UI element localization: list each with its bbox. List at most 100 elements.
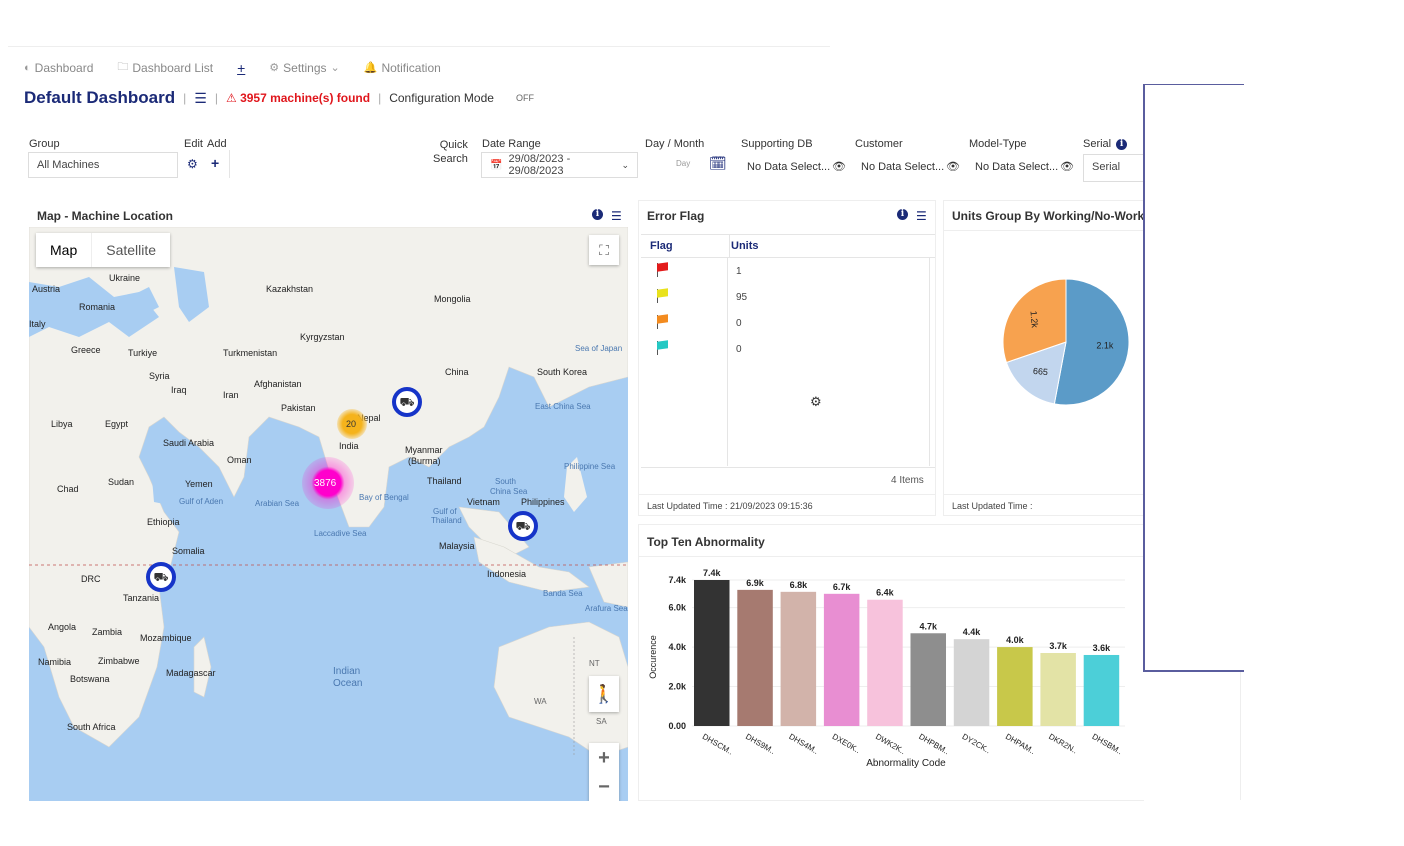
abnormality-bar-chart: 0.00 2.0k 4.0k 6.0k 7.4k 7.4k DHSCM.. 6.9k DHS9M…	[648, 568, 1125, 769]
column-divider	[727, 258, 728, 466]
top-divider	[8, 46, 830, 47]
bar-data-label: 6.9k	[746, 578, 765, 588]
date-range-input[interactable]: 📅 29/08/2023 - 29/08/2023 ⌄	[481, 152, 638, 178]
chevron-down-icon: ⌄	[330, 62, 340, 74]
add-plus-icon[interactable]: +	[211, 155, 220, 171]
pie-slice[interactable]	[1002, 278, 1067, 364]
machine-pin-icon[interactable]: ⛟	[146, 562, 176, 592]
y-tick-label: 7.4k	[668, 575, 687, 585]
info-icon[interactable]: i	[897, 209, 908, 220]
day-toggle[interactable]: Day	[676, 159, 691, 168]
folder-icon: 🗀	[117, 61, 129, 73]
col-units[interactable]: Units	[729, 234, 759, 258]
last-updated: Last Updated Time :	[952, 501, 1033, 511]
eye-icon[interactable]: 👁	[1060, 161, 1074, 173]
x-tick-label: DHSCM..	[701, 732, 735, 757]
gear-icon[interactable]: ⚙	[810, 394, 822, 409]
col-flag[interactable]: Flag	[650, 240, 673, 252]
eye-icon[interactable]: 👁	[946, 161, 960, 173]
zoom-control: + −	[589, 743, 619, 801]
x-tick-label: DY2CK..	[961, 732, 992, 755]
bar-data-label: 7.4k	[703, 568, 722, 578]
nav-dashboard[interactable]: ◐ Dashboard	[24, 60, 94, 75]
page-divider	[1240, 672, 1241, 800]
cluster-count-large: 3876	[314, 478, 337, 489]
bar[interactable]	[953, 639, 990, 726]
fullscreen-icon[interactable]: ⛶	[589, 235, 619, 265]
bar[interactable]	[1083, 654, 1120, 726]
bar[interactable]	[997, 647, 1033, 726]
chevron-down-icon: ⌄	[621, 159, 629, 170]
divider: |	[378, 91, 382, 105]
calendar-settings-icon[interactable]: 🗓	[709, 155, 727, 171]
street-view-icon[interactable]: 🚶	[589, 676, 619, 712]
customer-select[interactable]: No Data Select...	[861, 161, 945, 173]
bar[interactable]	[823, 593, 860, 726]
bar[interactable]	[867, 599, 903, 726]
group-label: Group	[29, 138, 60, 150]
tab-satellite[interactable]: Satellite	[106, 242, 157, 258]
red-flag-icon	[655, 261, 669, 277]
supporting-db-select[interactable]: No Data Select...	[747, 161, 831, 173]
customer-label: Customer	[855, 138, 903, 150]
model-type-label: Model-Type	[969, 138, 1027, 150]
warning-icon: ⚠	[225, 91, 237, 105]
filter-divider	[229, 150, 230, 178]
bar-data-label: 6.8k	[790, 580, 809, 590]
column-divider	[929, 258, 930, 466]
serial-input[interactable]: Serial	[1083, 154, 1145, 182]
bar[interactable]	[910, 633, 947, 726]
edit-gear-icon[interactable]: ⚙	[187, 157, 198, 171]
menu-icon[interactable]: ☰	[611, 209, 622, 223]
machine-pin-icon[interactable]: ⛟	[392, 387, 422, 417]
info-icon[interactable]: i	[592, 209, 603, 220]
x-tick-label: DHS4M..	[787, 732, 820, 756]
last-updated: Last Updated Time : 21/09/2023 09:15:36	[647, 501, 813, 511]
config-mode-toggle[interactable]: OFF	[515, 93, 534, 103]
bar-data-label: 3.7k	[1049, 641, 1068, 651]
zoom-in-icon[interactable]: +	[598, 747, 610, 769]
bar[interactable]	[780, 591, 817, 726]
nav-add-dashboard[interactable]: +	[237, 58, 245, 77]
cluster-marker-large[interactable]	[302, 457, 354, 509]
units-pie-chart: 2.1k 665 1.2k	[1002, 278, 1130, 406]
cluster-marker-medium[interactable]	[337, 409, 367, 439]
bar-data-label: 4.7k	[919, 621, 938, 631]
top-nav: ◐ Dashboard 🗀 Dashboard List + ⚙ Settings ⌄ …	[24, 58, 441, 77]
machines-found[interactable]: ⚠ 3957 machine(s) found	[225, 91, 371, 105]
table-row[interactable]: 1	[641, 258, 935, 284]
bar[interactable]	[1040, 653, 1076, 726]
table-footer-divider	[641, 467, 935, 468]
table-row[interactable]: 0	[641, 310, 935, 336]
table-row[interactable]: 95	[641, 284, 935, 310]
menu-icon[interactable]: ☰	[194, 89, 207, 106]
pie-slice[interactable]	[1053, 278, 1130, 406]
table-row[interactable]: 0	[641, 336, 935, 362]
x-tick-label: DHSBM..	[1090, 732, 1123, 756]
title-row: Default Dashboard | ☰ | ⚠ 3957 machine(s…	[24, 88, 534, 108]
map-canvas[interactable]: Ukraine Kazakhstan Mongolia Austria Roma…	[29, 227, 628, 801]
zoom-out-icon[interactable]: −	[598, 776, 610, 798]
nav-settings[interactable]: ⚙ Settings ⌄	[269, 60, 340, 75]
pie-data-label: 1.2k	[1028, 310, 1039, 328]
map-card-actions: i ☰	[592, 209, 622, 223]
machine-pin-icon[interactable]: ⛟	[508, 511, 538, 541]
bar[interactable]	[694, 580, 730, 726]
nav-notification[interactable]: 🔔 Notification	[363, 60, 441, 75]
card-header-divider	[639, 556, 1144, 557]
x-tick-label: DKR2N..	[1047, 732, 1079, 756]
info-icon[interactable]: i	[1116, 138, 1128, 150]
tab-map[interactable]: Map	[36, 233, 93, 267]
calendar-icon: 📅	[490, 159, 503, 171]
pie-data-label: 665	[1033, 366, 1049, 377]
error-flag-title: Error Flag	[647, 209, 705, 223]
model-type-select[interactable]: No Data Select...	[975, 161, 1059, 173]
menu-icon[interactable]: ☰	[916, 209, 927, 223]
nav-dashboard-list[interactable]: 🗀 Dashboard List	[117, 58, 213, 77]
bar-data-label: 4.0k	[1006, 635, 1025, 645]
bar[interactable]	[737, 589, 773, 726]
quick-search-label[interactable]: Quick Search	[433, 139, 468, 165]
eye-icon[interactable]: 👁	[832, 161, 846, 173]
group-select[interactable]: All Machines	[28, 152, 178, 178]
side-panel-border	[1143, 670, 1244, 672]
